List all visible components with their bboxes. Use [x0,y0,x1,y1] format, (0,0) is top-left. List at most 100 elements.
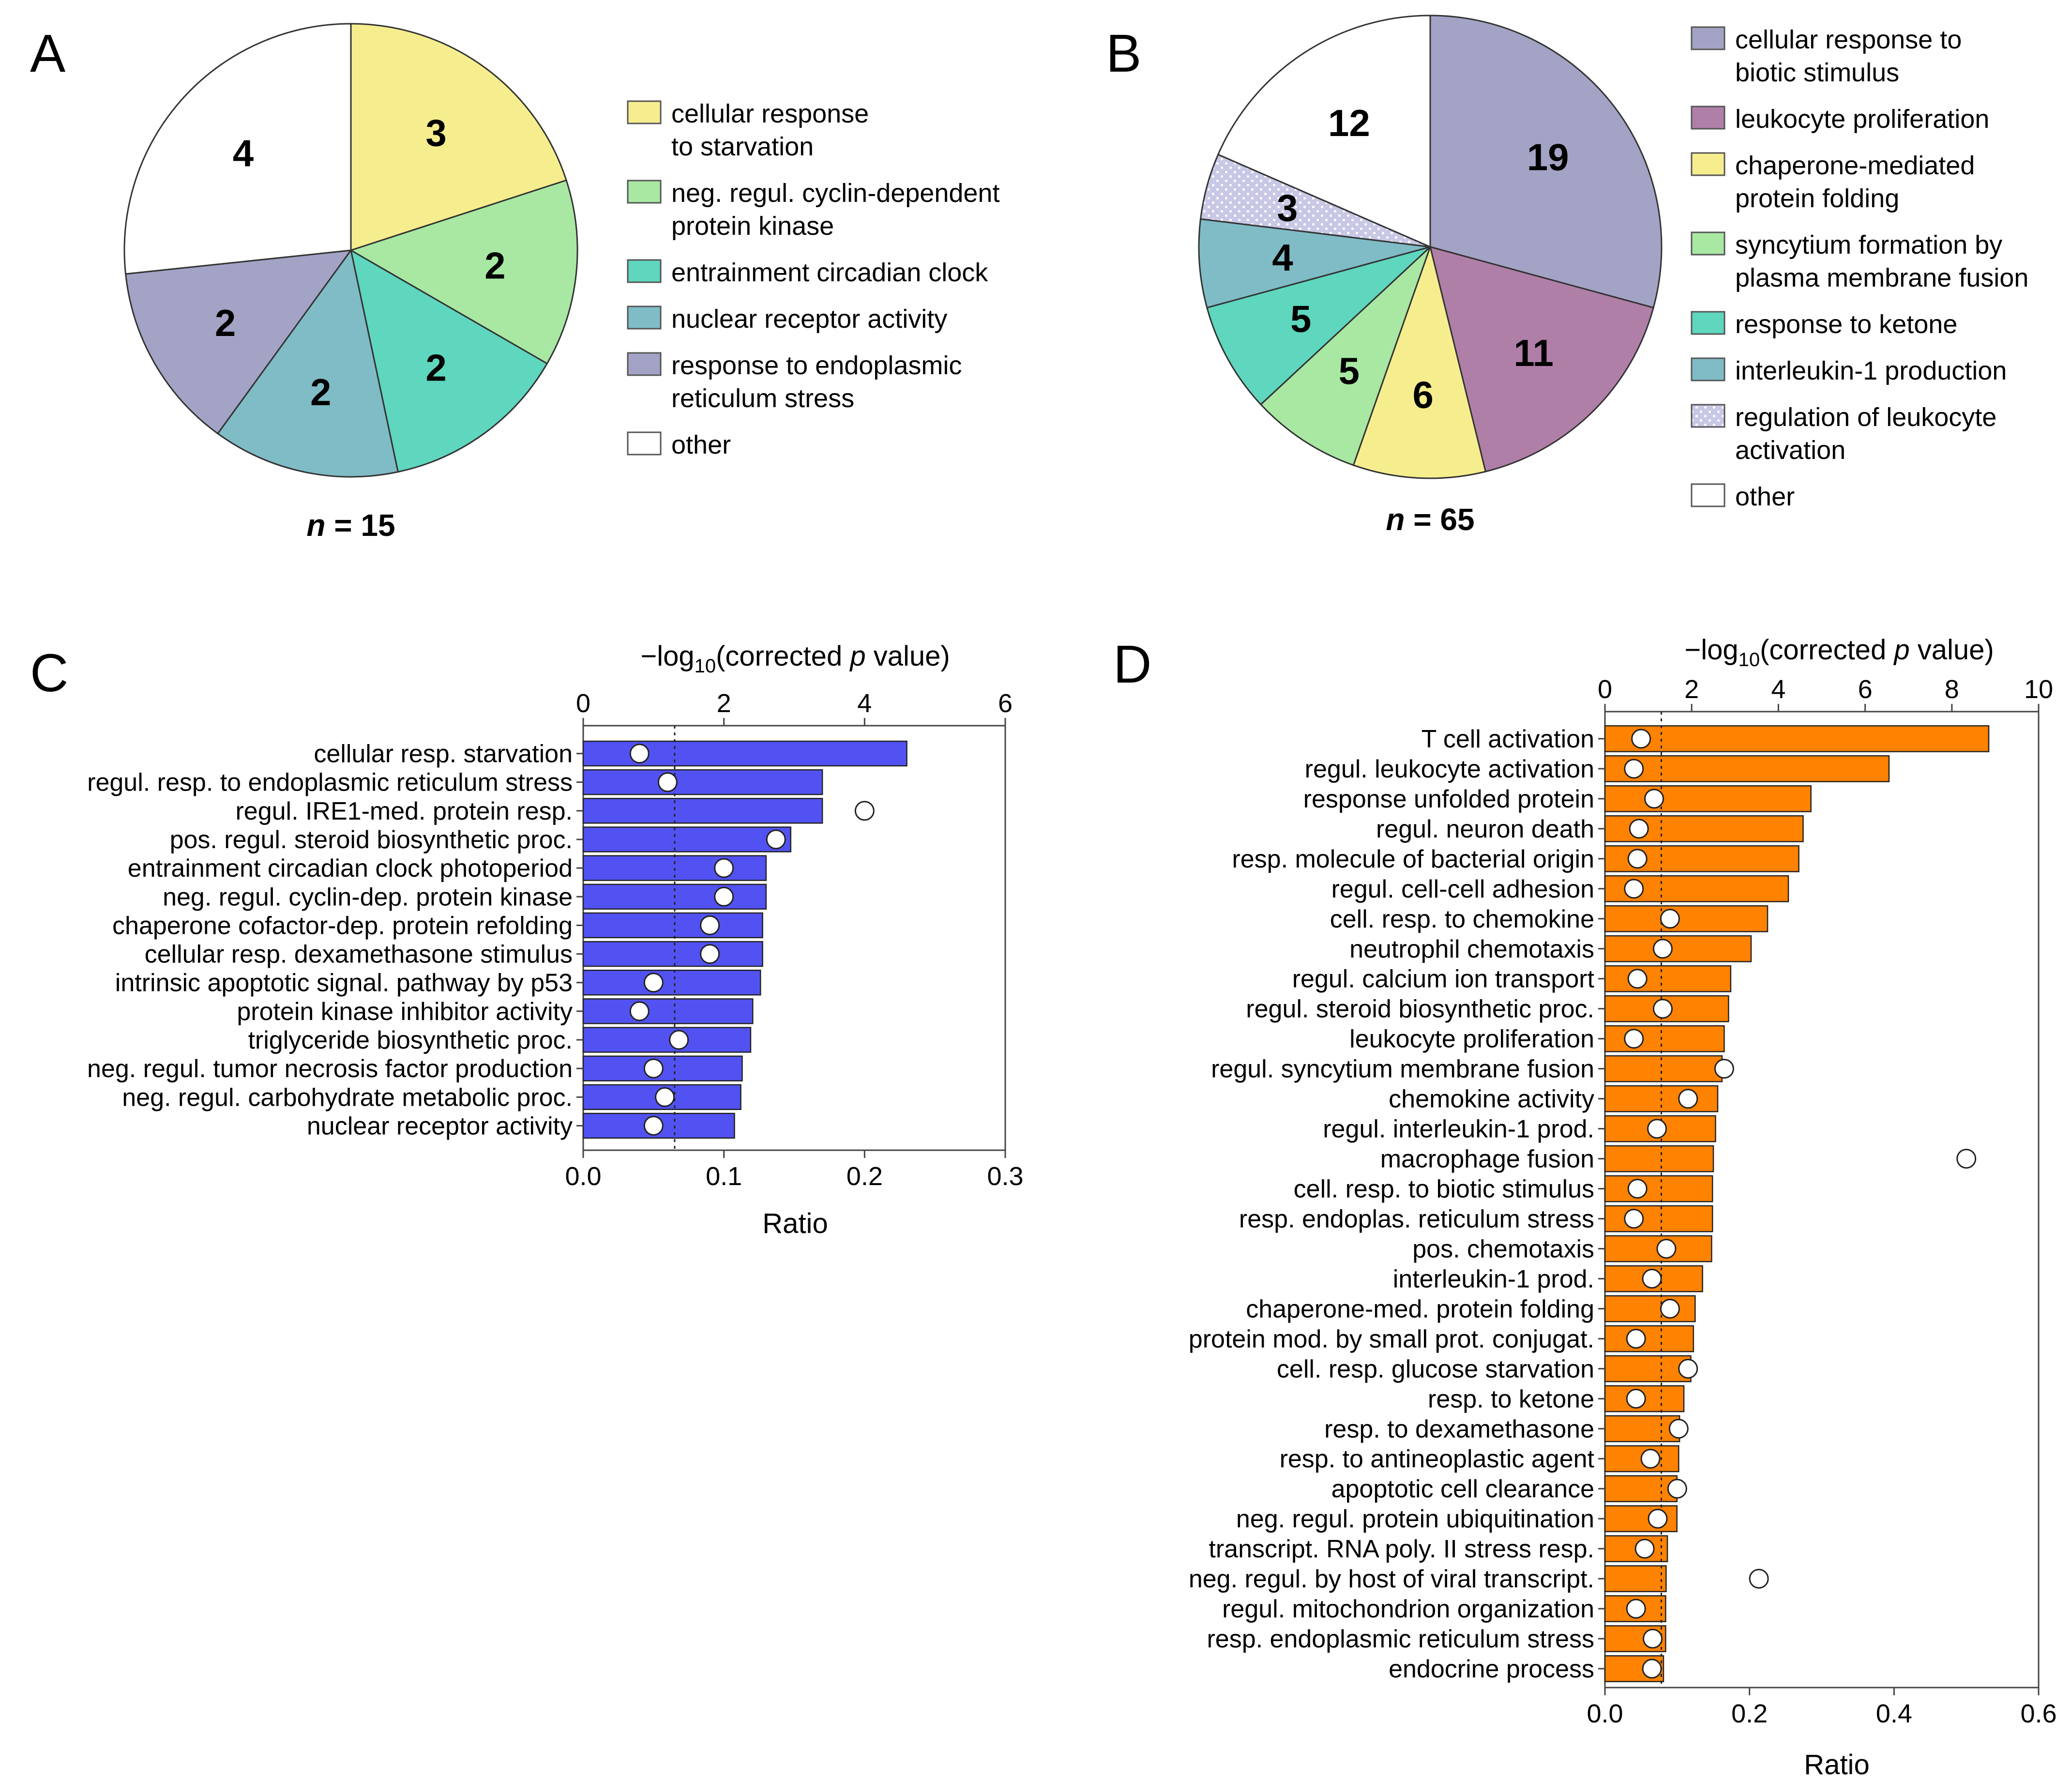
panel-letter-a: A [30,24,66,83]
bar-cell-resp-glucose-starvation [1604,1355,1692,1383]
bar-neg-regul-tumor-necrosis-factor-production [582,1055,743,1081]
bottom-axis-title-c: Ratio [762,1208,828,1239]
category-label: interleukin-1 prod. [1393,1265,1594,1293]
category-label: protein kinase inhibitor activity [237,998,573,1026]
category-label: neg. regul. carbohydrate metabolic proc. [122,1083,573,1111]
ratio-point-chaperone-med-protein-folding [1660,1298,1680,1319]
ratio-point-neutrophil-chemotaxis [1652,939,1673,959]
legend-item-regulation-of-leukocyte-activation: regulation of leukocyte activation [1691,403,1996,465]
pie-slice-nuclear-receptor-activity [216,248,399,478]
bar-pos-regul-steroid-biosynthetic-proc [582,826,791,852]
category-label: regul. calcium ion transport [1292,965,1595,993]
category-label: resp. to ketone [1428,1385,1594,1413]
bar-macrophage-fusion [1604,1145,1714,1172]
top-axis-title-c: −log10(corrected p value) [640,640,950,677]
pie-slice-value-label: 19 [1527,136,1569,178]
pie-slice-value-label: 4 [1272,236,1293,279]
ratio-point-intrinsic-apoptotic-signal-pathway-by-p53 [643,973,664,993]
ratio-point-resp-endoplasmic-reticulum-stress [1643,1629,1663,1649]
n-label-a-italic: n [306,508,325,543]
category-label: intrinsic apoptotic signal. pathway by p… [115,969,573,997]
top-axis-tick-label: 6 [998,689,1013,718]
category-label: resp. molecule of bacterial origin [1232,845,1594,873]
category-label: pos. chemotaxis [1412,1235,1594,1263]
n-label-b-value: = 65 [1405,502,1474,537]
pie-slice-value-label: 12 [1328,102,1370,144]
legend-item-other: other [1691,482,1795,511]
legend-label: to starvation [671,132,814,161]
ratio-point-pos-chemotaxis [1656,1238,1677,1259]
pie-slice-syncytium-formation-by-plasma-membrane-fusion [1259,246,1431,466]
bar-leukocyte-proliferation [1604,1025,1725,1052]
ratio-point-protein-kinase-inhibitor-activity [629,1001,650,1021]
legend-label: biotic stimulus [1735,58,1899,87]
top-axis-tick-label: 2 [1684,675,1699,704]
bar-cell-resp-to-biotic-stimulus [1604,1175,1713,1203]
ratio-point-neg-regul-cyclin-dep-protein-kinase [714,886,734,907]
n-label-b: n = 65 [1386,502,1474,537]
legend-label: chaperone-mediated [1735,151,1975,180]
category-label: T cell activation [1422,725,1594,753]
ratio-point-resp-to-dexamethasone [1668,1418,1689,1439]
top-axis-tick-label: 10 [2024,675,2053,704]
bar-chaperone-med-protein-folding [1604,1295,1696,1323]
legend-label: protein kinase [671,212,834,241]
ratio-point-response-unfolded-protein [1644,789,1664,809]
panel-letter-c: C [30,643,68,703]
category-label: neutrophil chemotaxis [1349,935,1594,963]
pie-slice-value-label: 5 [1290,298,1311,340]
category-label: resp. endoplasmic reticulum stress [1207,1625,1594,1653]
ratio-point-chaperone-cofactor-dep-protein-refolding [700,915,720,935]
ratio-point-apoptotic-cell-clearance [1667,1478,1687,1499]
legend-item-response-to-endoplasmic-reticulum-stress: response to endoplasmic reticulum stress [627,351,962,413]
bar-response-unfolded-protein [1604,785,1812,812]
legend-label: reticulum stress [671,384,854,413]
bar-cell-resp-to-chemokine [1604,905,1769,932]
category-label: neg. regul. tumor necrosis factor produc… [87,1055,573,1083]
category-label: resp. endoplas. reticulum stress [1239,1205,1594,1233]
category-label: resp. to dexamethasone [1324,1415,1594,1443]
ratio-point-endocrine-process [1642,1659,1662,1679]
ratio-point-nuclear-receptor-activity [643,1115,664,1136]
legend-label: neg. regul. cyclin-dependent [671,179,999,208]
ratio-point-cell-resp-glucose-starvation [1678,1358,1698,1379]
bottom-axis-tick-label: 0.2 [847,1162,883,1191]
category-label: entrainment circadian clock photoperiod [128,854,573,883]
bar-protein-kinase-inhibitor-activity [582,998,754,1024]
ratio-point-regul-interleukin-1-prod [1647,1119,1667,1139]
ratio-point-cell-resp-to-chemokine [1660,909,1680,929]
pie-slice-value-label: 11 [1513,332,1553,374]
ratio-point-regul-mitochondrion-organization [1626,1598,1646,1619]
category-label: endocrine process [1389,1655,1594,1683]
ratio-point-neg-regul-by-host-of-viral-transcript [1749,1568,1769,1589]
pie-slice-value-label: 2 [310,371,331,413]
legend-swatch [627,305,662,330]
pie-slice-chaperone-mediated-protein-folding [1352,244,1487,479]
legend-swatch [627,431,662,456]
legend-label: regulation of leukocyte [1735,403,1996,432]
category-label: resp. to antineoplastic agent [1280,1445,1595,1473]
category-label: cell. resp. glucose starvation [1277,1355,1594,1383]
bar-resp-endoplas-reticulum-stress [1604,1205,1713,1233]
legend-swatch [1691,26,1725,50]
ratio-point-cellular-resp-starvation [629,744,650,764]
category-label: chaperone-med. protein folding [1246,1295,1594,1323]
bar-chart-c: 0 2 4 6 0.0 0.1 0.2 0.3 cellular resp. starvatio… [87,689,1024,1191]
legend-label: response to ketone [1735,310,1957,339]
legend-label: entrainment circadian clock [671,258,988,287]
category-label: triglyceride biosynthetic proc. [248,1026,573,1054]
category-label: cell. resp. to biotic stimulus [1294,1175,1594,1203]
pie-slice-value-label: 2 [215,302,236,344]
bottom-axis-tick-label: 0.4 [1876,1699,1912,1728]
pie-slice-value-label: 6 [1413,374,1434,416]
bar-regul-leukocyte-activation [1604,755,1890,782]
legend-label: other [671,430,731,459]
legend-a: cellular response to starvation neg. regul… [627,99,999,459]
category-label: chemokine activity [1389,1085,1594,1113]
bar-t-cell-activation [1604,725,1990,752]
top-axis-title-d-mid: (corrected [1760,634,1894,666]
bottom-axis-title-d: Ratio [1804,1749,1869,1781]
bottom-axis-tick-label: 0.3 [987,1162,1023,1191]
top-axis-title-c-mid: (corrected [716,640,850,672]
